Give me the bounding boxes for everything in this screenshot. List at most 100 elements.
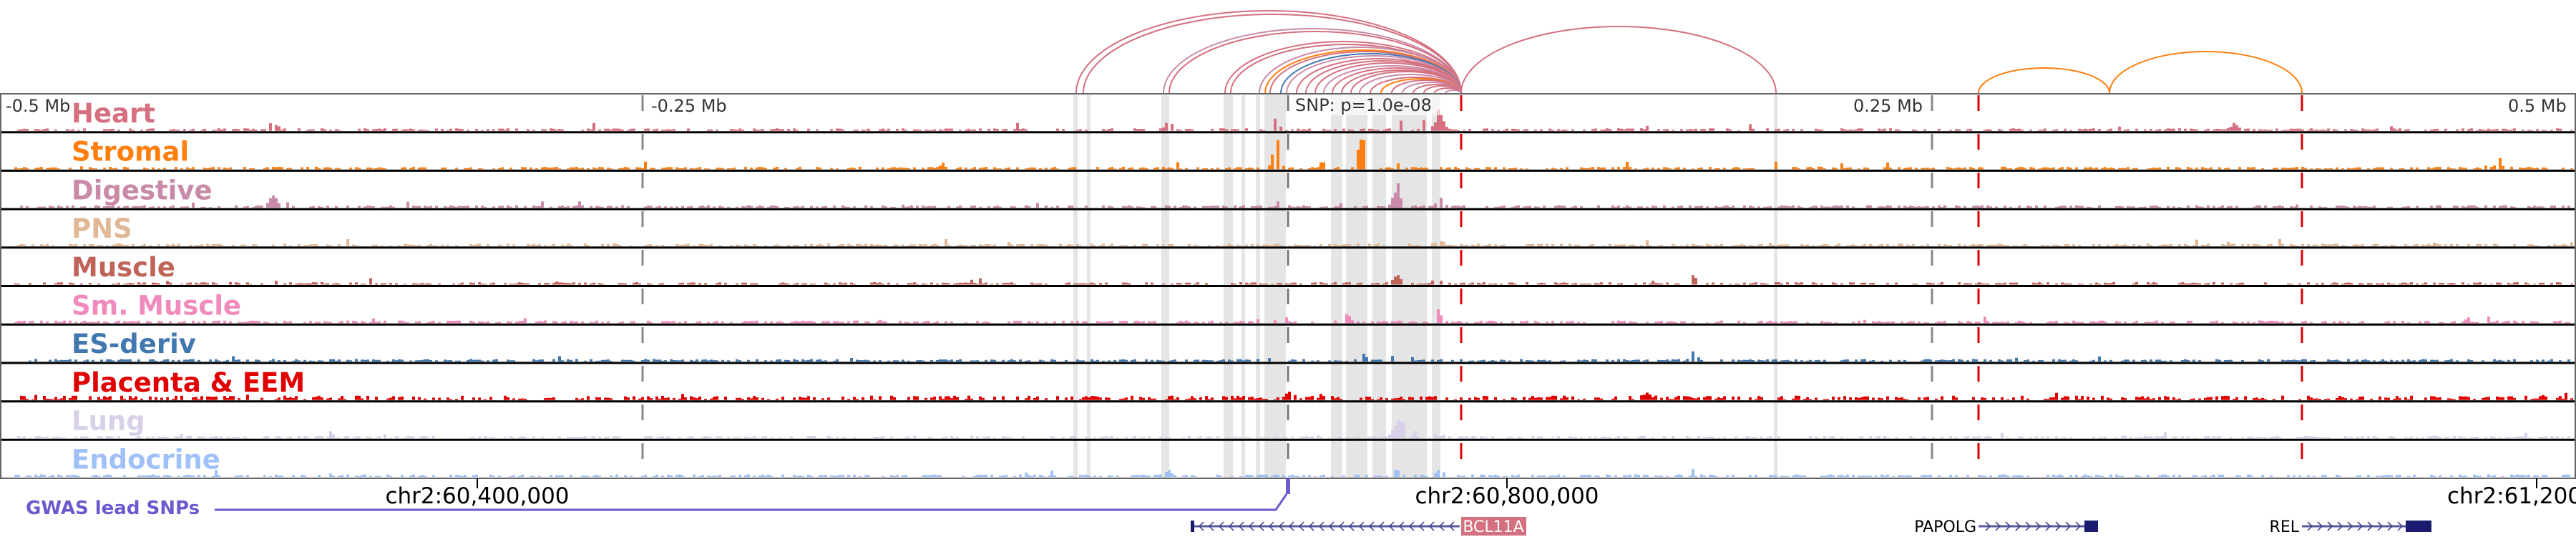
interaction-arc (1259, 47, 1462, 94)
track-labels: Heart Stromal Digestive PNS Muscle Sm. Muscle… (72, 98, 305, 475)
strand-arrow (1368, 521, 1375, 531)
strand-arrow (2347, 521, 2353, 531)
strand-arrow (2367, 521, 2373, 531)
strand-arrows-plus (1985, 521, 2082, 531)
axis-label-minus-0.5mb: -0.5 Mb (6, 96, 70, 116)
strand-arrow (2317, 521, 2323, 531)
strand-arrow (2035, 521, 2041, 531)
track-label: Endocrine (72, 444, 220, 475)
strand-arrow (2075, 521, 2082, 531)
signal-tracks (1, 110, 2575, 477)
gene-bcl11a[interactable]: BCL11A (1191, 517, 1526, 536)
axis-label-minus-0.25mb: -0.25 Mb (651, 96, 727, 116)
strand-arrow (2065, 521, 2072, 531)
strand-arrow (1408, 521, 1415, 531)
strand-arrow (2387, 521, 2394, 531)
strand-arrow (2025, 521, 2031, 531)
signal-placenta-eem (20, 392, 2573, 400)
gwas-snp-marker[interactable] (1286, 478, 1290, 494)
gene-label: BCL11A (1463, 518, 1523, 536)
strand-arrow (1298, 521, 1304, 531)
track-label: Heart (72, 98, 155, 129)
gwas-track-label: GWAS lead SNPs (26, 498, 200, 519)
strand-arrow (2397, 521, 2404, 531)
strand-arrow (1208, 521, 1214, 531)
strand-arrow (1348, 521, 1355, 531)
marker-lines (641, 95, 2303, 478)
interaction-arc (1163, 28, 1462, 94)
interaction-arc (1169, 31, 1462, 94)
gene-label: REL (2270, 518, 2300, 536)
track-label: Muscle (72, 252, 175, 283)
strand-arrow (2307, 521, 2313, 531)
strand-arrow (1428, 521, 1435, 531)
track-label: Placenta & EEM (72, 367, 305, 398)
coordinate-label: chr2:60,800,000 (1415, 483, 1599, 509)
axis-label-0.5mb: 0.5 Mb (2508, 96, 2567, 116)
strand-arrow (1198, 521, 1204, 531)
signal-muscle (14, 275, 2573, 285)
track-label: Sm. Muscle (72, 291, 241, 321)
strand-arrow (1378, 521, 1385, 531)
strand-arrow (1398, 521, 1405, 531)
strand-arrow (1358, 521, 1365, 531)
track-label: Digestive (72, 175, 213, 205)
strand-arrow (2015, 521, 2021, 531)
interaction-arc (1083, 14, 1462, 94)
strand-arrow (1338, 521, 1345, 531)
track-label: Lung (72, 406, 145, 437)
coordinate-label: chr2:60,400,000 (385, 483, 569, 509)
strand-arrow (1218, 521, 1224, 531)
interaction-arcs (1075, 10, 2303, 94)
strand-arrow (1995, 521, 2001, 531)
interaction-arc (1224, 41, 1462, 94)
strand-arrow (1238, 521, 1244, 531)
strand-arrow (1268, 521, 1274, 531)
strand-arrow (1308, 521, 1314, 531)
strand-arrow (1248, 521, 1254, 531)
interaction-arc (1075, 10, 1462, 94)
strand-arrow (1328, 521, 1335, 531)
coordinate-label: chr2:61,200 (2447, 483, 2576, 509)
strand-arrow (2005, 521, 2011, 531)
gene-papolg[interactable]: PAPOLG (1914, 518, 2098, 536)
strand-arrow (2327, 521, 2333, 531)
gene-label: PAPOLG (1914, 518, 1976, 536)
track-label: ES-deriv (72, 329, 196, 359)
signal-stromal (14, 139, 2573, 170)
strand-arrow (1258, 521, 1264, 531)
strand-arrow (2337, 521, 2343, 531)
strand-arrow (1438, 521, 1445, 531)
strand-arrows-minus (1198, 521, 1455, 531)
axis-label-0.25mb: 0.25 Mb (1853, 96, 1923, 116)
strand-arrows-plus (2307, 521, 2404, 531)
interaction-arc (1460, 26, 1777, 94)
strand-arrow (2357, 521, 2363, 531)
strand-arrow (1448, 521, 1455, 531)
signal-endocrine (14, 468, 2570, 477)
track-label: Stromal (72, 137, 189, 168)
strand-arrow (1318, 521, 1324, 531)
signal-pns (17, 238, 2573, 246)
gene-rel[interactable]: REL (2270, 518, 2431, 536)
gwas-snp-connector (215, 493, 1288, 511)
track-label: PNS (72, 213, 132, 244)
strand-arrow (2055, 521, 2062, 531)
interaction-arc (1445, 90, 1462, 94)
signal-digestive (20, 183, 2570, 208)
signal-es-deriv (29, 351, 2570, 362)
signal-lung (17, 420, 2570, 439)
signal-sm-muscle (14, 309, 2570, 324)
strand-arrow (2045, 521, 2051, 531)
strand-arrow (1288, 521, 1294, 531)
strand-arrow (1418, 521, 1425, 531)
strand-arrow (2377, 521, 2384, 531)
interaction-arc (1978, 67, 2110, 94)
strand-arrow (1388, 521, 1395, 531)
strand-arrow (1228, 521, 1234, 531)
strand-arrow (1985, 521, 1991, 531)
interaction-arc (2109, 51, 2303, 94)
strand-arrow (1278, 521, 1284, 531)
snp-pvalue-label: SNP: p=1.0e-08 (1295, 95, 1432, 115)
